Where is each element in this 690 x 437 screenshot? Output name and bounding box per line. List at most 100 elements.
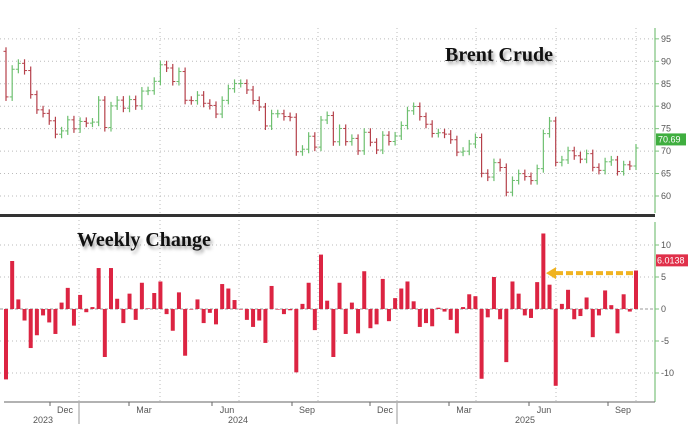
ohlc-bar [429,120,435,138]
ohlc-bar [522,169,528,181]
change-bar [479,309,484,379]
change-bar [189,309,194,310]
change-bar [547,284,552,309]
change-bar [115,298,120,309]
y-tick-label: 90 [661,56,671,66]
change-bar [47,309,52,323]
change-bar [71,309,76,326]
change-bar [41,309,46,316]
x-month-label: Jun [220,405,235,415]
y-tick-label: 80 [661,101,671,111]
ohlc-bar [287,112,293,122]
change-bar [343,309,348,334]
ohlc-bar [534,164,540,185]
ohlc-bar [547,116,553,138]
change-bar [263,309,268,343]
ohlc-bar [176,67,182,86]
x-month-label: Mar [456,405,472,415]
ohlc-bar [170,63,176,86]
change-bar [578,309,583,317]
change-bar [183,309,188,356]
ohlc-bar [256,96,262,112]
change-bar [220,284,225,309]
ohlc-bar [34,90,40,114]
change-bar [127,293,132,309]
ohlc-bar [213,101,219,119]
change-bar [65,287,70,309]
change-bar [133,309,138,320]
ohlc-bar [40,105,46,118]
change-last-value: 6.0138 [657,255,685,265]
ohlc-bar [157,60,163,86]
change-bar [535,282,540,309]
ohlc-bar [299,145,305,156]
x-month-label: Sep [299,405,315,415]
change-bar [454,309,459,334]
ohlc-bar [411,102,417,115]
y-tick-label: 0 [661,304,666,314]
change-bar [232,300,237,309]
change-bar [393,298,398,309]
x-month-label: Dec [377,405,394,415]
ohlc-bar [201,91,207,108]
ohlc-bar [621,160,627,176]
change-bar [84,309,89,313]
ohlc-bar [244,79,250,94]
change-bar [22,309,27,321]
change-bar [244,309,249,320]
ohlc-bar [3,47,9,101]
ohlc-bar [442,128,448,139]
change-bar [300,303,305,309]
change-bar [572,309,577,320]
change-chart-title: Weekly Change [77,229,211,251]
ohlc-bar [238,79,244,88]
change-bar [158,281,163,309]
ohlc-bar [194,91,200,105]
y-tick-label: 85 [661,79,671,89]
change-bar [146,308,151,309]
change-bar [510,281,515,309]
change-bar [109,268,113,309]
ohlc-bar [133,95,139,110]
ohlc-bar [71,115,77,133]
change-bar [436,307,441,309]
ohlc-bar [392,131,398,146]
change-bar [306,282,311,309]
ohlc-bar [460,147,466,157]
ohlc-bar [404,106,410,130]
ohlc-bar [571,146,577,160]
ohlc-bar [15,59,21,74]
ohlc-bar [577,151,583,164]
change-bar [417,309,422,327]
ohlc-bar [312,132,318,152]
change-bar [28,309,33,349]
change-bar [96,268,101,309]
change-bar [491,277,496,309]
change-bar [78,294,83,309]
y-tick-label: 10 [661,240,671,250]
change-bar [257,309,262,321]
ohlc-bar [349,134,355,146]
y-tick-label: -10 [661,368,674,378]
y-tick-label: 5 [661,272,666,282]
x-year-label: 2023 [33,415,53,425]
ohlc-bar [355,134,361,155]
x-month-label: Sep [615,405,631,415]
change-bar [473,296,478,309]
change-bar [603,290,608,309]
ohlc-bar [102,96,108,132]
change-bar [627,309,632,312]
change-bar [374,309,379,325]
ohlc-bar [9,65,15,101]
ohlc-bar [275,109,281,118]
change-bar [281,309,286,315]
change-bar [424,309,428,324]
panel-divider [0,214,655,217]
ohlc-bar [627,160,633,171]
ohlc-bar [380,131,386,155]
x-year-label: 2024 [228,415,248,425]
ohlc-bar [225,84,231,105]
ohlc-bar [108,101,114,132]
change-bar [312,309,317,331]
